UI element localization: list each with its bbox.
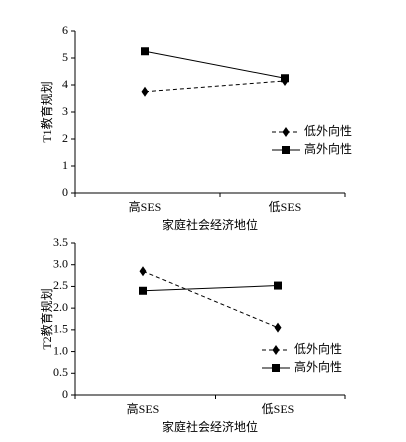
y-tick-label: 3 bbox=[62, 104, 68, 118]
y-tick-label: 4 bbox=[62, 77, 68, 91]
y-tick-label: 1 bbox=[62, 158, 68, 172]
legend-label: 低外向性 bbox=[304, 123, 352, 138]
marker bbox=[139, 266, 147, 277]
marker bbox=[282, 127, 290, 137]
marker bbox=[141, 86, 149, 97]
series-line bbox=[142, 285, 279, 292]
y-tick-label: 0 bbox=[62, 185, 68, 199]
marker bbox=[141, 47, 149, 56]
x-tick-label: 高SES bbox=[129, 199, 162, 214]
series-line bbox=[144, 80, 286, 93]
marker bbox=[274, 322, 282, 333]
marker bbox=[139, 286, 147, 295]
legend-label: 低外向性 bbox=[294, 341, 342, 356]
marker bbox=[282, 146, 290, 154]
legend-label: 高外向性 bbox=[294, 359, 342, 374]
y-tick-label: 5 bbox=[62, 50, 68, 64]
y-tick-label: 0.5 bbox=[53, 365, 68, 379]
y-tick-label: 2.0 bbox=[53, 300, 68, 314]
marker bbox=[272, 345, 280, 355]
y-tick-label: 1.0 bbox=[53, 343, 68, 357]
marker bbox=[274, 281, 282, 290]
x-tick-label: 高SES bbox=[127, 401, 160, 416]
series-line bbox=[144, 50, 286, 79]
x-axis-label: 家庭社会经济地位 bbox=[162, 217, 258, 232]
legend-label: 高外向性 bbox=[304, 141, 352, 156]
marker bbox=[272, 364, 280, 372]
y-tick-label: 3.0 bbox=[53, 256, 68, 270]
y-tick-label: 3.5 bbox=[53, 235, 68, 249]
marker bbox=[281, 74, 289, 83]
x-tick-label: 低SES bbox=[262, 402, 295, 416]
y-axis-label: T1教育规划 bbox=[39, 81, 54, 142]
series-line bbox=[142, 270, 279, 329]
y-tick-label: 2.5 bbox=[53, 278, 68, 292]
y-tick-label: 2 bbox=[62, 131, 68, 145]
x-axis-label: 家庭社会经济地位 bbox=[162, 419, 258, 434]
y-tick-label: 1.5 bbox=[53, 322, 68, 336]
x-tick-label: 低SES bbox=[269, 200, 302, 214]
y-tick-label: 6 bbox=[62, 23, 68, 37]
y-axis-label: T2教育规划 bbox=[39, 288, 54, 349]
y-tick-label: 0 bbox=[62, 387, 68, 401]
